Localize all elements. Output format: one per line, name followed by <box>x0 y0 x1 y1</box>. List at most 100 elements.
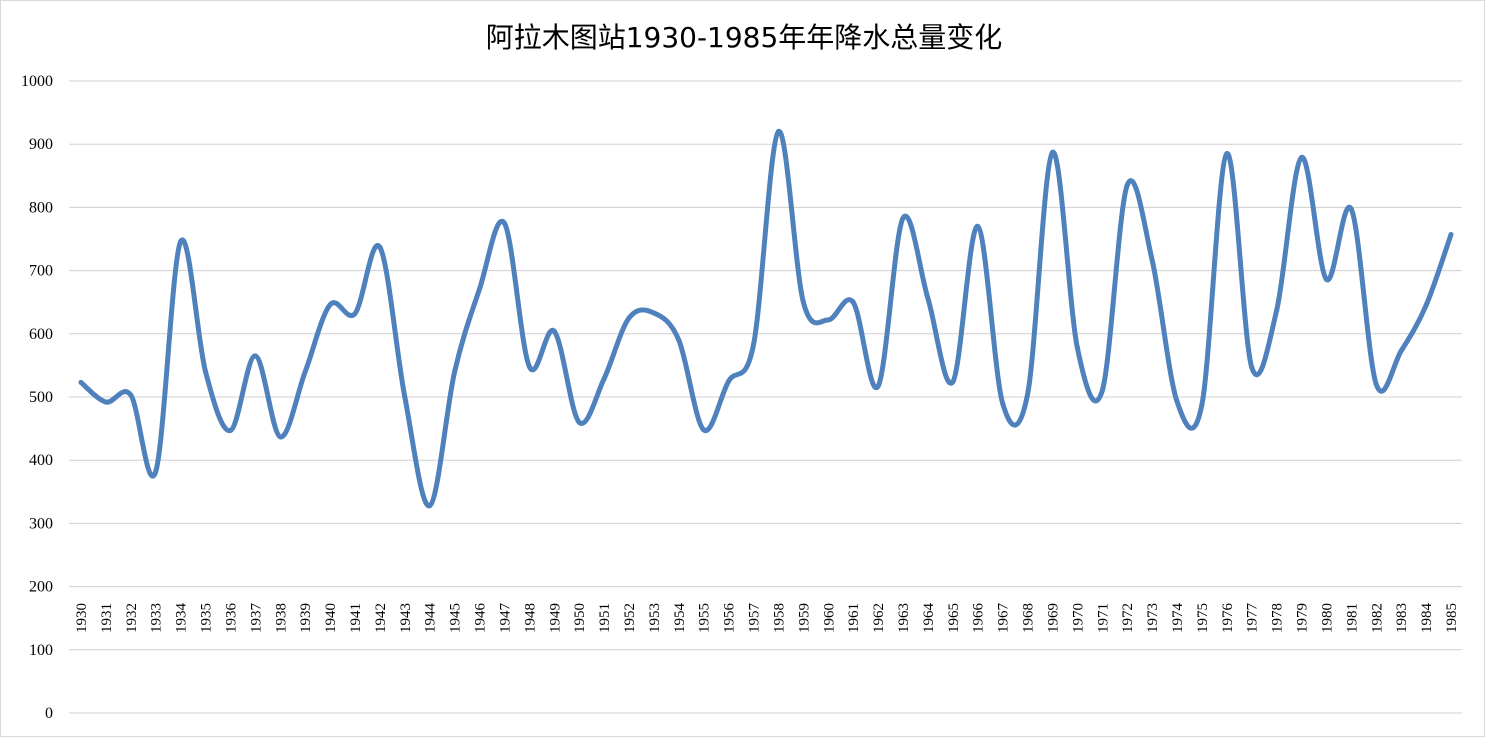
x-tick-label: 1940 <box>323 603 339 633</box>
y-tick-label: 200 <box>29 579 53 596</box>
x-tick-label: 1985 <box>1444 603 1460 633</box>
x-tick-label: 1932 <box>124 603 140 633</box>
y-tick-label: 600 <box>29 326 53 343</box>
x-tick-label: 1971 <box>1095 603 1111 633</box>
data-point-1980 <box>1323 276 1329 282</box>
x-tick-label: 1950 <box>572 603 588 633</box>
data-point-1950 <box>576 419 582 425</box>
y-axis-ticks: 0 100 200 300 400 500 600 700 800 900 1000 <box>21 73 53 722</box>
x-tick-label: 1978 <box>1270 603 1286 633</box>
x-tick-label: 1970 <box>1070 603 1086 633</box>
x-tick-label: 1933 <box>149 603 165 633</box>
x-tick-label: 1943 <box>398 603 414 633</box>
x-tick-label: 1977 <box>1245 603 1261 634</box>
data-point-1983 <box>1398 348 1404 354</box>
data-point-1968 <box>1025 391 1031 397</box>
x-tick-label: 1947 <box>497 603 513 634</box>
data-point-1962 <box>875 383 881 389</box>
data-point-1943 <box>402 394 408 400</box>
x-tick-label: 1969 <box>1045 603 1061 633</box>
x-tick-label: 1984 <box>1419 603 1435 634</box>
x-axis-ticks: 1930 1931 1932 1933 1934 1935 1936 1937 1938 1939… <box>74 603 1460 634</box>
data-point-1984 <box>1423 302 1429 308</box>
x-tick-label: 1962 <box>871 603 887 633</box>
x-tick-label: 1951 <box>597 603 613 633</box>
x-tick-label: 1944 <box>423 603 439 634</box>
data-point-1979 <box>1299 154 1305 160</box>
data-point-1949 <box>551 328 557 334</box>
data-point-1948 <box>526 364 532 370</box>
y-tick-label: 900 <box>29 136 53 153</box>
data-point-1932 <box>128 392 134 398</box>
data-point-1930 <box>78 379 84 385</box>
x-tick-label: 1975 <box>1195 603 1211 633</box>
x-tick-label: 1942 <box>373 603 389 633</box>
data-point-1941 <box>352 311 358 317</box>
data-point-1933 <box>153 469 159 475</box>
data-point-1976 <box>1224 151 1230 157</box>
y-tick-label: 0 <box>45 705 53 722</box>
data-point-1985 <box>1448 232 1454 238</box>
x-tick-label: 1958 <box>771 603 787 633</box>
data-point-1947 <box>501 220 507 226</box>
x-tick-label: 1948 <box>522 603 538 633</box>
x-tick-label: 1945 <box>448 603 464 633</box>
data-point-1982 <box>1373 381 1379 387</box>
data-point-1956 <box>726 378 732 384</box>
x-tick-label: 1983 <box>1394 603 1410 633</box>
x-tick-label: 1934 <box>174 603 190 634</box>
x-tick-label: 1967 <box>996 603 1012 634</box>
x-tick-label: 1956 <box>722 603 738 634</box>
data-point-1937 <box>252 353 258 359</box>
x-tick-label: 1959 <box>796 603 812 633</box>
x-tick-label: 1952 <box>622 603 638 633</box>
data-point-1954 <box>676 337 682 343</box>
y-tick-label: 100 <box>29 642 53 659</box>
x-tick-label: 1979 <box>1295 603 1311 633</box>
y-tick-label: 400 <box>29 452 53 469</box>
data-point-1966 <box>975 223 981 229</box>
x-tick-label: 1981 <box>1344 603 1360 633</box>
x-tick-label: 1936 <box>223 603 239 634</box>
data-point-1959 <box>800 299 806 305</box>
data-point-1977 <box>1249 364 1255 370</box>
data-point-1939 <box>302 369 308 375</box>
data-point-1944 <box>427 503 433 509</box>
x-tick-label: 1953 <box>647 603 663 633</box>
x-tick-label: 1961 <box>846 603 862 633</box>
series-line <box>78 129 1454 509</box>
data-point-1971 <box>1099 388 1105 394</box>
data-point-1961 <box>850 299 856 305</box>
x-tick-label: 1955 <box>697 603 713 633</box>
x-tick-label: 1938 <box>273 603 289 633</box>
x-tick-label: 1965 <box>946 603 962 633</box>
x-tick-label: 1939 <box>298 603 314 633</box>
x-tick-label: 1935 <box>199 603 215 633</box>
x-tick-label: 1941 <box>348 603 364 633</box>
data-point-1940 <box>327 302 333 308</box>
x-tick-label: 1937 <box>248 603 264 634</box>
data-point-1952 <box>626 315 632 321</box>
data-point-1963 <box>900 215 906 221</box>
data-point-1953 <box>651 310 657 316</box>
y-tick-label: 300 <box>29 515 53 532</box>
x-tick-label: 1949 <box>547 603 563 633</box>
data-point-1936 <box>227 427 233 433</box>
data-point-1978 <box>1274 307 1280 313</box>
data-point-1942 <box>377 244 383 250</box>
chart-title: 阿拉木图站1930-1985年年降水总量变化 <box>486 21 1003 54</box>
x-tick-label: 1974 <box>1170 603 1186 634</box>
data-point-1931 <box>103 399 109 405</box>
data-point-1938 <box>277 434 283 440</box>
data-point-1965 <box>950 379 956 385</box>
data-point-1970 <box>1074 345 1080 351</box>
x-tick-label: 1963 <box>896 603 912 633</box>
data-point-1974 <box>1174 398 1180 404</box>
x-tick-label: 1976 <box>1220 603 1236 634</box>
x-tick-label: 1957 <box>747 603 763 634</box>
data-point-1973 <box>1149 257 1155 263</box>
x-tick-label: 1931 <box>99 603 115 633</box>
x-tick-label: 1966 <box>971 603 987 634</box>
